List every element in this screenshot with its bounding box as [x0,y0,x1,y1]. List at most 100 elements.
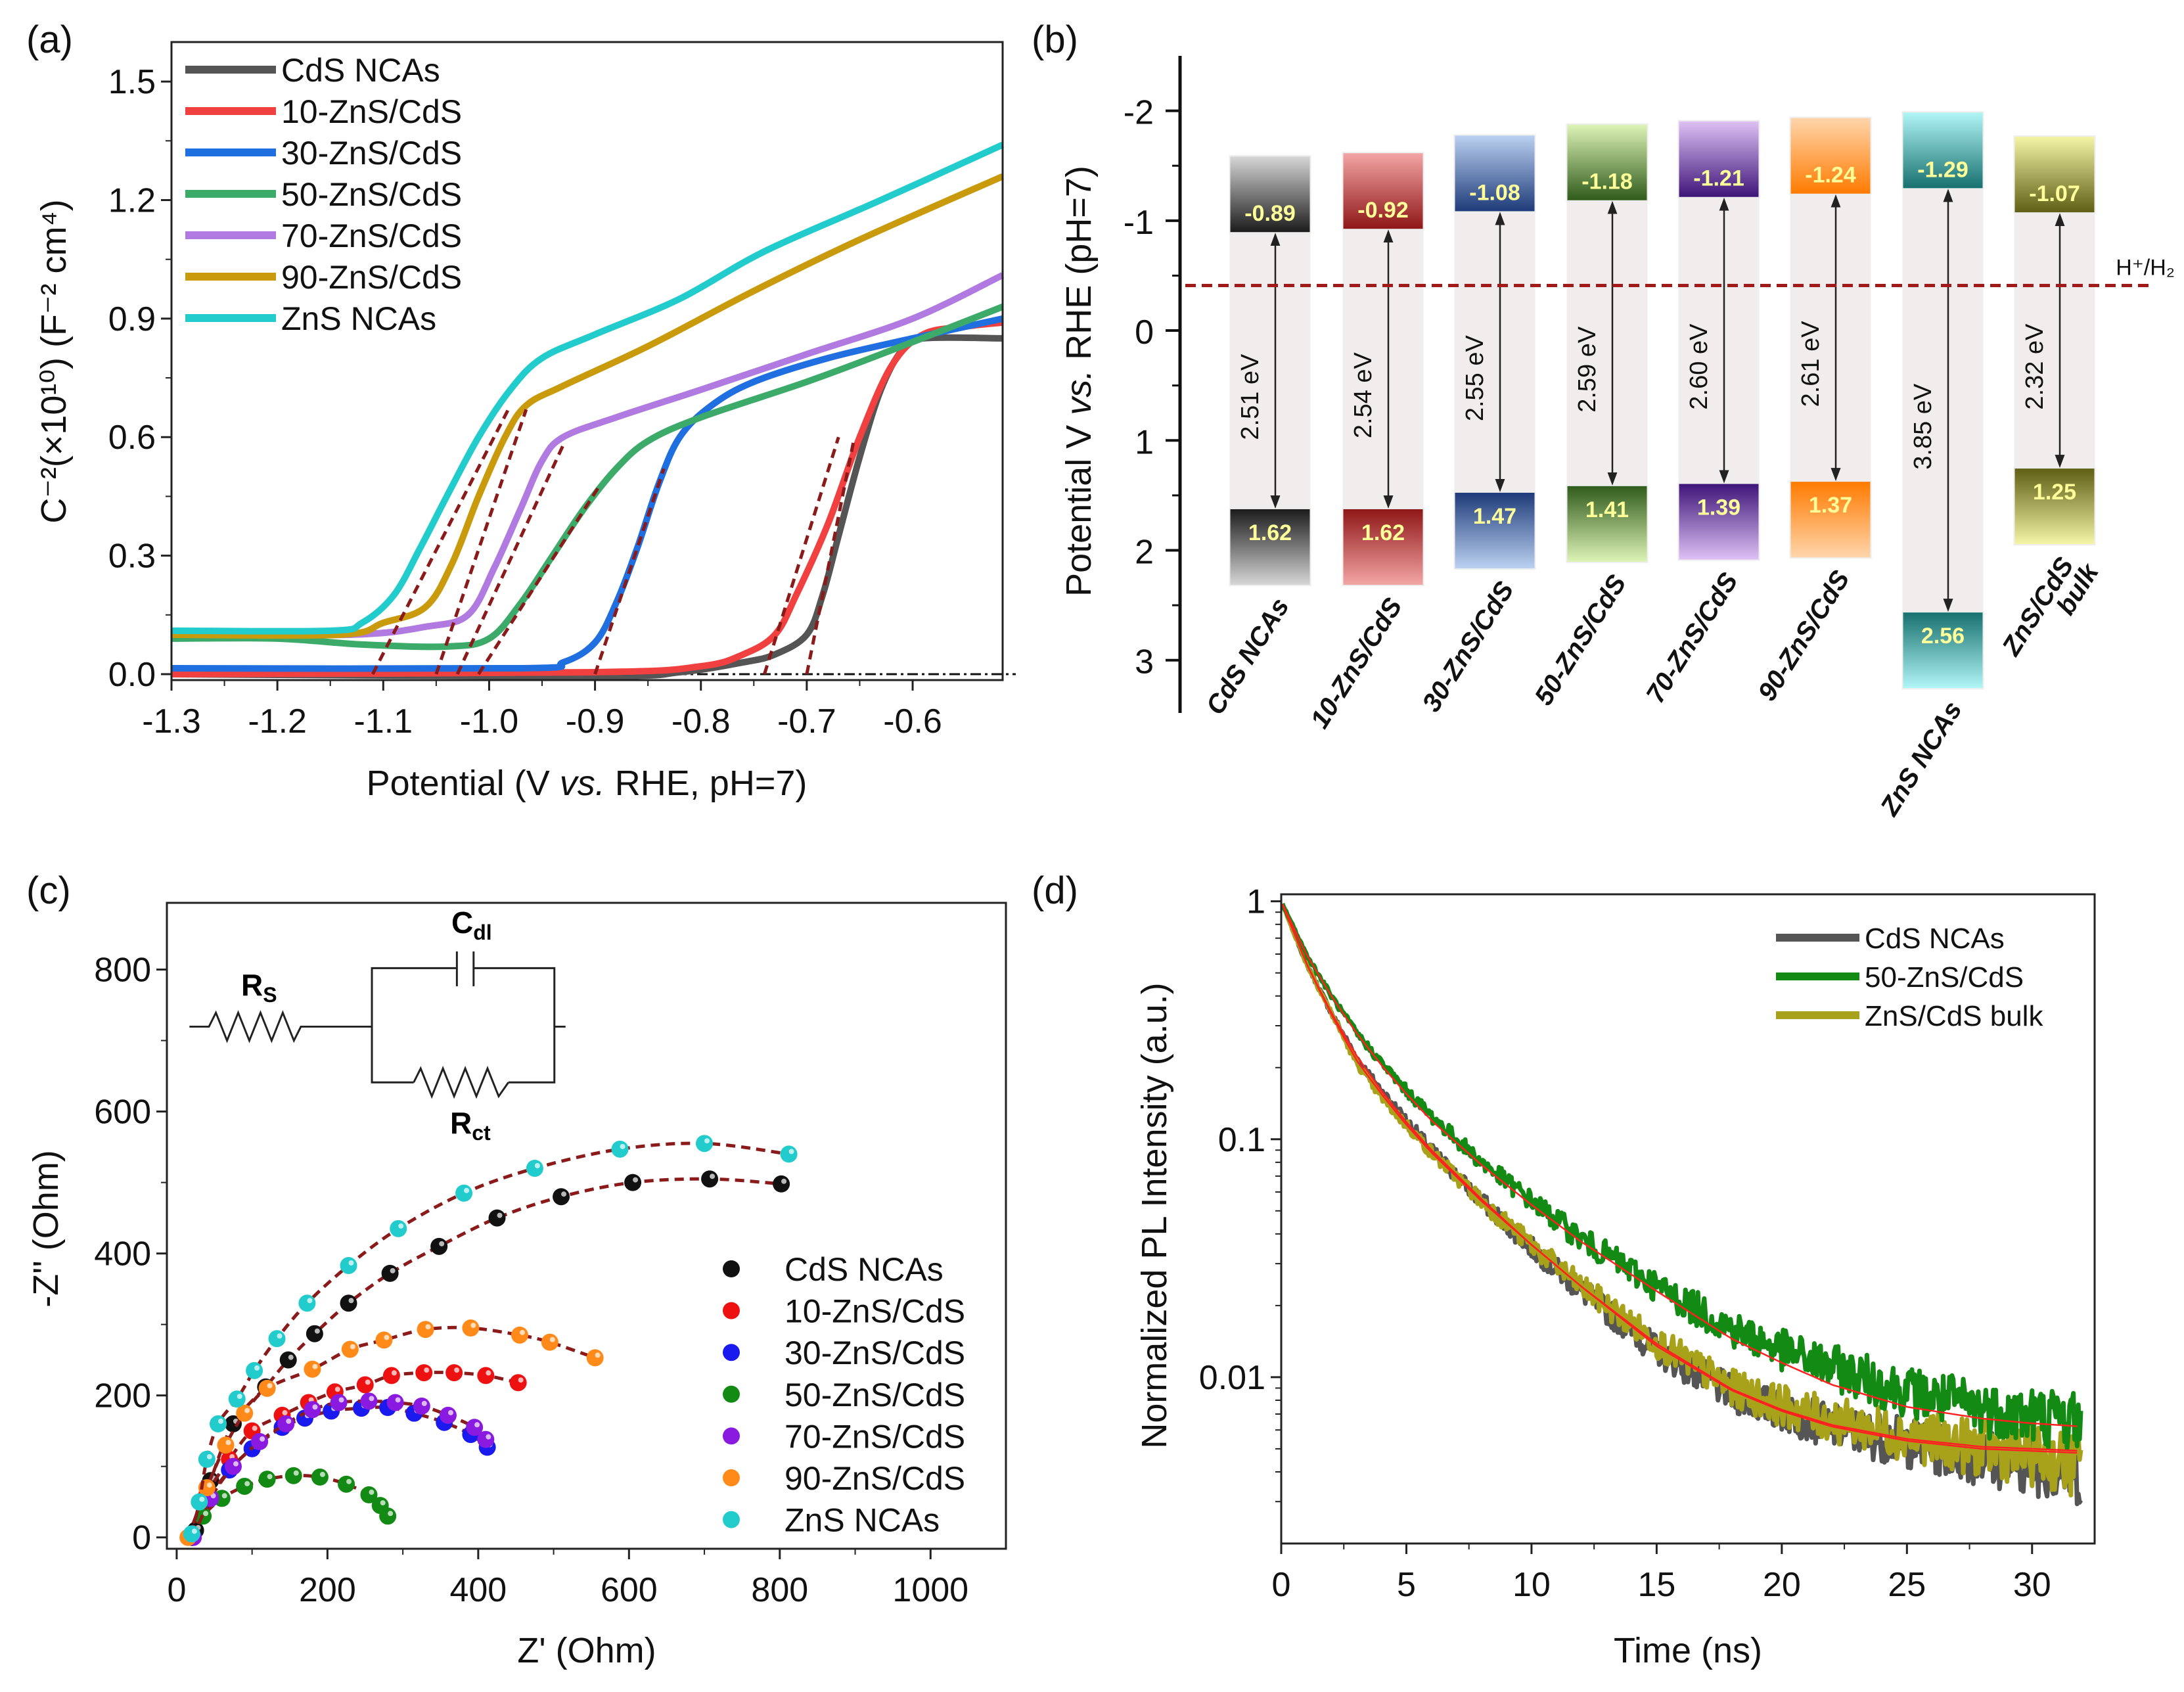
panel-c-data-point [586,1349,604,1367]
panel-a-tangent-line-5 [434,409,528,675]
panel-label-a: (a) [26,18,73,61]
panel-c-point-highlight [312,1404,318,1410]
band-gap-value: 2.60 eV [1685,323,1713,410]
panel-c-point-highlight [288,1354,294,1360]
panel-d-fit-curve-2 [1281,903,2078,1452]
panel-c-point-highlight [314,1328,320,1334]
valence-band-box [1901,611,1984,690]
panel-c-point-highlight [244,1407,250,1413]
band-gap-region [1566,200,1648,486]
rs-resistor [189,1010,373,1043]
conduction-band-value: -1.29 [1917,157,1968,182]
panel-c-point-highlight [277,1333,283,1339]
panel-c-point-highlight [334,1386,340,1392]
panel-a-y-tick-label: 0.6 [108,419,156,457]
panel-c-point-highlight [350,1344,355,1350]
panel-c-legend-label: 30-ZnS/CdS [785,1335,965,1371]
panel-c-point-highlight [395,1397,401,1403]
panel-c-x-tick-label: 0 [167,1571,186,1609]
panel-d-fit-curve-0 [1281,903,2078,1454]
panel-a-x-tick-label: -1.3 [142,702,201,741]
panel-c-data-point [298,1294,316,1312]
panel-d-legend-label: ZnS/CdS bulk [1865,1000,2043,1032]
panel-a-series-line-3 [171,304,1004,651]
conduction-band-box [1229,155,1311,234]
band-gap-region [1229,233,1311,509]
panel-c-point-highlight [244,1480,250,1486]
panel-c-data-point [415,1364,433,1382]
panel-c-data-point [477,1367,495,1384]
panel-a-y-tick-label: 0.9 [108,300,156,338]
panel-c-data-point [445,1364,463,1382]
valence-band-box [2013,467,2096,546]
panel-c-point-highlight [788,1149,794,1155]
panel-a-legend-label: 30-ZnS/CdS [281,135,462,171]
panel-a-x-tick-label: -0.7 [777,702,836,741]
panel-c-point-highlight [595,1352,601,1358]
panel-c-data-point [390,1220,407,1237]
panel-c-legend-marker [723,1260,740,1277]
panel-c-y-tick-label: 800 [94,951,151,990]
panel-c-point-highlight [704,1138,710,1144]
sample-label: 50-ZnS/CdS [1529,570,1631,710]
panel-c-point-highlight [518,1377,524,1383]
conduction-band-value: -1.07 [2029,181,2080,206]
panel-c-data-point [236,1477,254,1495]
panel-c-point-highlight [380,1500,386,1506]
panel-c-x-tick-label: 600 [601,1571,658,1609]
panel-c-data-point [210,1415,227,1432]
conduction-band-box [2013,135,2096,214]
panel-c-data-point [224,1457,242,1475]
panel-c-point-highlight [561,1191,567,1197]
band-gap-region [1342,229,1424,509]
panel-d-y-tick-label: 1 [1246,883,1265,921]
panel-c-legend-marker [723,1469,740,1486]
band-gap-region [1454,212,1536,492]
panel-label-b: (b) [1032,18,1078,61]
panel-c-y-tick-label: 200 [94,1377,151,1415]
band-gap-region [1790,194,1871,482]
panel-c-data-point [191,1493,208,1511]
panel-a-legend-label: ZnS NCAs [281,300,436,337]
panel-c-data-point [246,1361,263,1379]
rs-label: RS [241,968,277,1007]
conduction-band-box [1453,134,1536,213]
panel-d-x-tick-label: 20 [1763,1566,1801,1604]
panel-c-data-point [701,1170,719,1188]
panel-d-decay-curve-0 [1280,903,2083,1507]
panel-d-x-tick-label: 30 [2013,1566,2051,1604]
panel-c-data-point [258,1379,276,1397]
panel-c-data-point [553,1188,570,1206]
panel-a-x-tick-label: -1.1 [353,702,413,741]
panel-c-point-highlight [254,1365,260,1371]
panel-c-point-highlight [312,1363,318,1369]
panel-a-y-axis-label: C⁻²(×10¹⁰) (F⁻² cm⁴) [34,199,74,523]
panel-c-point-highlight [424,1367,430,1373]
panel-b-y-axis-label: Potential V vs. RHE (pH=7) [1059,166,1099,597]
panel-c-data-point [462,1319,480,1337]
panel-b-y-tick-label: 3 [1135,643,1154,681]
valence-band-box [1789,480,1872,559]
equivalent-circuit [189,951,566,1099]
panel-c-point-highlight [391,1370,397,1376]
panel-c-data-point [526,1160,543,1178]
panel-a-series-line-6 [171,141,1005,635]
panel-a-legend-label: CdS NCAs [281,52,440,89]
panel-a-y-tick-label: 1.2 [108,181,156,219]
panel-d-legend-label: CdS NCAs [1865,923,2005,955]
panel-c-data-point [330,1394,348,1411]
panel-c-data-point [488,1209,506,1227]
sample-label: 30-ZnS/CdS [1417,576,1519,717]
band-gap-value: 2.54 eV [1350,352,1377,438]
panel-c-point-highlight [206,1453,212,1459]
valence-band-value: 1.25 [2033,480,2076,505]
panel-c-point-highlight [519,1329,525,1335]
valence-band-value: 1.41 [1585,497,1629,522]
sample-label: CdS NCAs [1200,593,1294,720]
panel-c-data-point [417,1321,434,1338]
valence-band-box [1566,484,1649,563]
band-gap-value: 2.51 eV [1237,354,1264,440]
panel-c-data-point [511,1326,528,1344]
panel-c-legend-label: CdS NCAs [785,1251,944,1288]
